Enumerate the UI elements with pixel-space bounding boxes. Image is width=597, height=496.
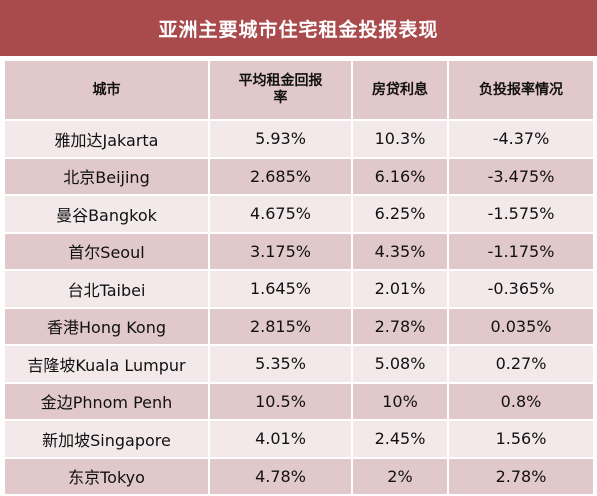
negative-yield-cell: 0.8% (449, 384, 593, 422)
interest-cell: 10% (353, 384, 449, 422)
header-average-rental-yield: 平均租金回报率 (210, 61, 353, 121)
interest-cell: 6.25% (353, 196, 449, 234)
yield-cell: 4.675% (210, 196, 353, 234)
table-row: 北京Beijing 2.685% 6.16% -3.475% (5, 159, 593, 197)
city-cell: 新加坡Singapore (5, 421, 210, 459)
city-cell: 香港Hong Kong (5, 309, 210, 347)
table-title: 亚洲主要城市住宅租金投报表现 (0, 0, 597, 56)
header-city: 城市 (5, 61, 210, 121)
interest-cell: 10.3% (353, 121, 449, 159)
interest-cell: 5.08% (353, 346, 449, 384)
city-cell: 雅加达Jakarta (5, 121, 210, 159)
city-cell: 北京Beijing (5, 159, 210, 197)
yield-cell: 10.5% (210, 384, 353, 422)
yield-cell: 1.645% (210, 271, 353, 309)
yield-cell: 4.01% (210, 421, 353, 459)
interest-cell: 2.01% (353, 271, 449, 309)
table-header-row: 城市 平均租金回报率 房贷利息 负投报率情况 (5, 61, 593, 121)
yield-cell: 2.685% (210, 159, 353, 197)
city-cell: 首尔Seoul (5, 234, 210, 272)
negative-yield-cell: -1.175% (449, 234, 593, 272)
city-cell: 曼谷Bangkok (5, 196, 210, 234)
negative-yield-cell: 2.78% (449, 459, 593, 496)
table-row: 新加坡Singapore 4.01% 2.45% 1.56% (5, 421, 593, 459)
yield-cell: 5.35% (210, 346, 353, 384)
negative-yield-cell: -4.37% (449, 121, 593, 159)
negative-yield-cell: -0.365% (449, 271, 593, 309)
city-cell: 吉隆坡Kuala Lumpur (5, 346, 210, 384)
interest-cell: 4.35% (353, 234, 449, 272)
table-row: 香港Hong Kong 2.815% 2.78% 0.035% (5, 309, 593, 347)
city-cell: 东京Tokyo (5, 459, 210, 496)
interest-cell: 6.16% (353, 159, 449, 197)
negative-yield-cell: 0.27% (449, 346, 593, 384)
city-cell: 台北Taibei (5, 271, 210, 309)
yield-cell: 4.78% (210, 459, 353, 496)
city-cell: 金边Phnom Penh (5, 384, 210, 422)
yield-cell: 3.175% (210, 234, 353, 272)
table-row: 金边Phnom Penh 10.5% 10% 0.8% (5, 384, 593, 422)
table-row: 首尔Seoul 3.175% 4.35% -1.175% (5, 234, 593, 272)
negative-yield-cell: -3.475% (449, 159, 593, 197)
table-row: 曼谷Bangkok 4.675% 6.25% -1.575% (5, 196, 593, 234)
interest-cell: 2.78% (353, 309, 449, 347)
interest-cell: 2.45% (353, 421, 449, 459)
yield-cell: 2.815% (210, 309, 353, 347)
header-mortgage-interest: 房贷利息 (353, 61, 449, 121)
rent-yield-table: 城市 平均租金回报率 房贷利息 负投报率情况 雅加达Jakarta 5.93% … (5, 61, 593, 496)
negative-yield-cell: 1.56% (449, 421, 593, 459)
table-row: 东京Tokyo 4.78% 2% 2.78% (5, 459, 593, 496)
table-row: 吉隆坡Kuala Lumpur 5.35% 5.08% 0.27% (5, 346, 593, 384)
table-row: 台北Taibei 1.645% 2.01% -0.365% (5, 271, 593, 309)
negative-yield-cell: -1.575% (449, 196, 593, 234)
table-row: 雅加达Jakarta 5.93% 10.3% -4.37% (5, 121, 593, 159)
yield-cell: 5.93% (210, 121, 353, 159)
header-negative-yield: 负投报率情况 (449, 61, 593, 121)
interest-cell: 2% (353, 459, 449, 496)
negative-yield-cell: 0.035% (449, 309, 593, 347)
